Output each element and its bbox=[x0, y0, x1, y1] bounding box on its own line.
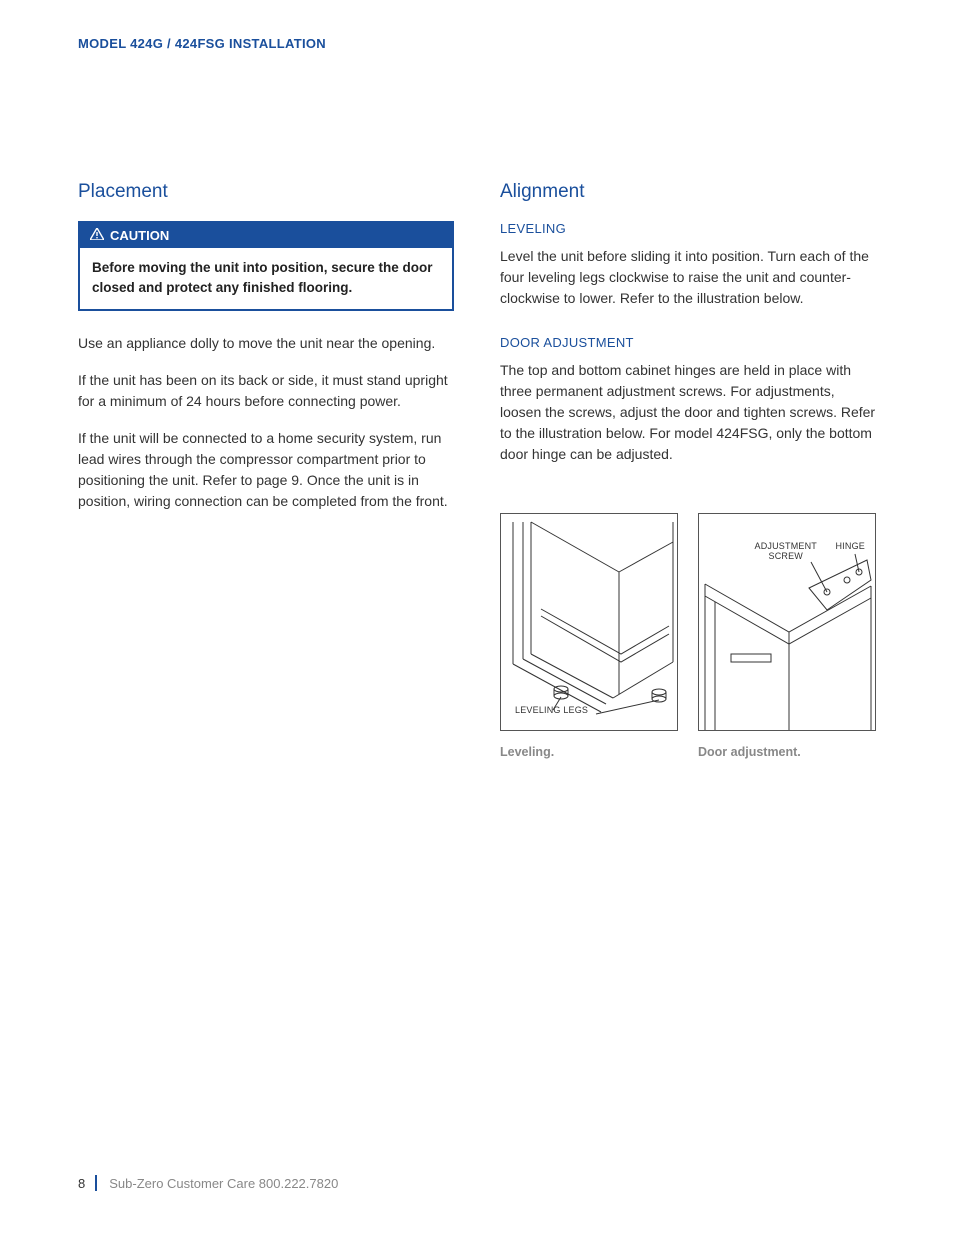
alignment-title: Alignment bbox=[500, 181, 876, 203]
figure-door: ADJUSTMENT SCREW HINGE Door adjustment. bbox=[698, 513, 876, 759]
placement-para-3: If the unit will be connected to a home … bbox=[78, 428, 454, 512]
placement-title: Placement bbox=[78, 181, 454, 203]
footer-divider bbox=[95, 1175, 97, 1191]
hinge-label: HINGE bbox=[835, 542, 865, 552]
content-columns: Placement CAUTION Before moving the unit… bbox=[78, 181, 876, 759]
figure-leveling-box: LEVELING LEGS bbox=[500, 513, 678, 731]
left-column: Placement CAUTION Before moving the unit… bbox=[78, 181, 454, 759]
warning-icon bbox=[90, 228, 104, 243]
leveling-legs-label: LEVELING LEGS bbox=[515, 706, 588, 716]
page-footer: 8 Sub-Zero Customer Care 800.222.7820 bbox=[78, 1175, 338, 1191]
caution-box: CAUTION Before moving the unit into posi… bbox=[78, 221, 454, 311]
figures-row: LEVELING LEGS Leveling. bbox=[500, 513, 876, 759]
figure-door-caption: Door adjustment. bbox=[698, 745, 876, 759]
door-adjustment-para: The top and bottom cabinet hinges are he… bbox=[500, 360, 876, 465]
adjustment-label-line2: SCREW bbox=[769, 551, 804, 561]
leveling-illustration bbox=[501, 514, 678, 731]
footer-text: Sub-Zero Customer Care 800.222.7820 bbox=[109, 1176, 338, 1191]
adjustment-label: ADJUSTMENT SCREW bbox=[755, 542, 818, 562]
leveling-subhead: LEVELING bbox=[500, 221, 876, 236]
caution-body: Before moving the unit into position, se… bbox=[80, 248, 452, 309]
page-number: 8 bbox=[78, 1176, 85, 1191]
figure-leveling-caption: Leveling. bbox=[500, 745, 678, 759]
leveling-para: Level the unit before sliding it into po… bbox=[500, 246, 876, 309]
caution-header: CAUTION bbox=[80, 223, 452, 248]
door-adjustment-subhead: DOOR ADJUSTMENT bbox=[500, 335, 876, 350]
page: MODEL 424G / 424FSG INSTALLATION Placeme… bbox=[0, 0, 954, 759]
page-header: MODEL 424G / 424FSG INSTALLATION bbox=[78, 36, 876, 51]
placement-para-1: Use an appliance dolly to move the unit … bbox=[78, 333, 454, 354]
right-column: Alignment LEVELING Level the unit before… bbox=[500, 181, 876, 759]
caution-label: CAUTION bbox=[110, 228, 169, 243]
adjustment-label-line1: ADJUSTMENT bbox=[755, 541, 818, 551]
figure-leveling: LEVELING LEGS Leveling. bbox=[500, 513, 678, 759]
figure-door-box: ADJUSTMENT SCREW HINGE bbox=[698, 513, 876, 731]
placement-para-2: If the unit has been on its back or side… bbox=[78, 370, 454, 412]
